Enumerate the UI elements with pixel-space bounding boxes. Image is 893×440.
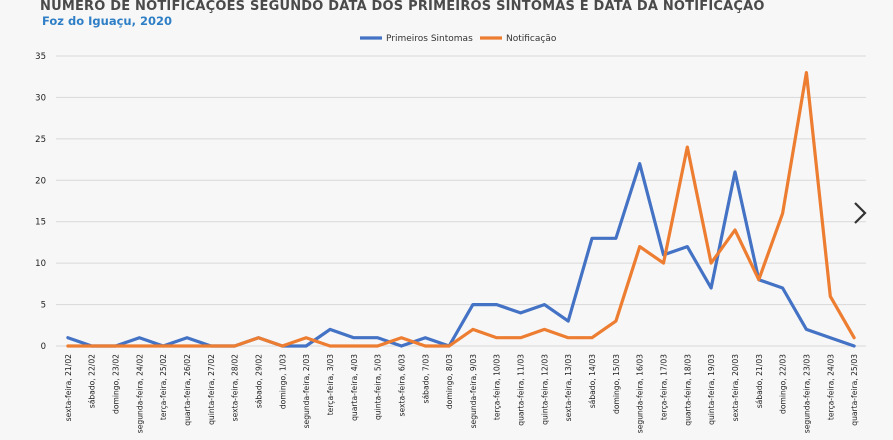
x-tick-label: domingo, 8/03: [445, 354, 454, 409]
x-tick-label: sábado, 29/02: [255, 354, 264, 408]
x-tick-label: terça-feira, 17/03: [660, 354, 669, 420]
x-tick-label: quinta-feira, 27/02: [207, 354, 216, 425]
x-tick-label: sexta-feira, 21/02: [64, 354, 73, 421]
x-tick-label: segunda-feira, 2/03: [302, 354, 311, 429]
x-tick-label: sexta-feira, 6/03: [397, 354, 406, 417]
y-tick-label: 35: [35, 52, 46, 62]
series-line: [66, 70, 856, 348]
x-tick-label: sábado, 14/03: [588, 354, 597, 408]
y-tick-label: 5: [41, 301, 46, 311]
chart-subtitle: Foz do Iguaçu, 2020: [42, 14, 172, 28]
x-tick-label: domingo, 1/03: [278, 354, 287, 409]
x-tick-label: sábado, 22/02: [88, 354, 97, 408]
x-tick-label: quinta-feira, 12/03: [540, 354, 549, 425]
x-tick-label: terça-feira, 24/03: [826, 354, 835, 420]
y-tick-label: 30: [35, 93, 46, 103]
legend-label: Primeiros Sintomas: [386, 34, 473, 44]
y-tick-label: 25: [35, 135, 46, 145]
x-tick-label: quarta-feira, 25/03: [850, 354, 859, 426]
chevron-right-icon[interactable]: [850, 200, 870, 226]
x-tick-label: quarta-feira, 26/02: [183, 354, 192, 426]
y-tick-label: 10: [35, 259, 46, 269]
x-tick-label: segunda-feira, 9/03: [469, 354, 478, 429]
x-tick-label: domingo, 22/03: [779, 354, 788, 414]
x-tick-label: sábado, 21/03: [755, 354, 764, 408]
series-line: [66, 162, 856, 348]
x-tick-label: terça-feira, 10/03: [493, 354, 502, 420]
x-tick-label: quarta-feira, 11/03: [517, 354, 526, 426]
x-tick-label: segunda-feira, 24/02: [135, 354, 144, 433]
chart-title: NÚMERO DE NOTIFICAÇÕES SEGUNDO DATA DOS …: [40, 0, 765, 14]
y-tick-label: 15: [35, 218, 46, 228]
x-tick-label: sexta-feira, 13/03: [564, 354, 573, 421]
x-tick-label: segunda-feira, 16/03: [636, 354, 645, 433]
x-tick-label: domingo, 15/03: [612, 354, 621, 414]
x-tick-label: segunda-feira, 23/03: [802, 354, 811, 433]
x-tick-label: sábado, 7/03: [421, 354, 430, 404]
x-tick-label: sexta-feira, 20/03: [731, 354, 740, 421]
legend-label: Notificação: [506, 34, 557, 44]
x-tick-label: quinta-feira, 5/03: [374, 354, 383, 420]
x-tick-label: domingo, 23/02: [112, 354, 121, 414]
x-tick-label: quinta-feira, 19/03: [707, 354, 716, 425]
x-tick-label: terça-feira, 25/02: [159, 354, 168, 420]
x-tick-label: sexta-feira, 28/02: [231, 354, 240, 421]
x-tick-label: quarta-feira, 4/03: [350, 354, 359, 421]
x-tick-label: quarta-feira, 18/03: [683, 354, 692, 426]
y-tick-label: 0: [41, 342, 46, 352]
y-tick-label: 20: [35, 176, 46, 186]
x-tick-label: terça-feira, 3/03: [326, 354, 335, 415]
